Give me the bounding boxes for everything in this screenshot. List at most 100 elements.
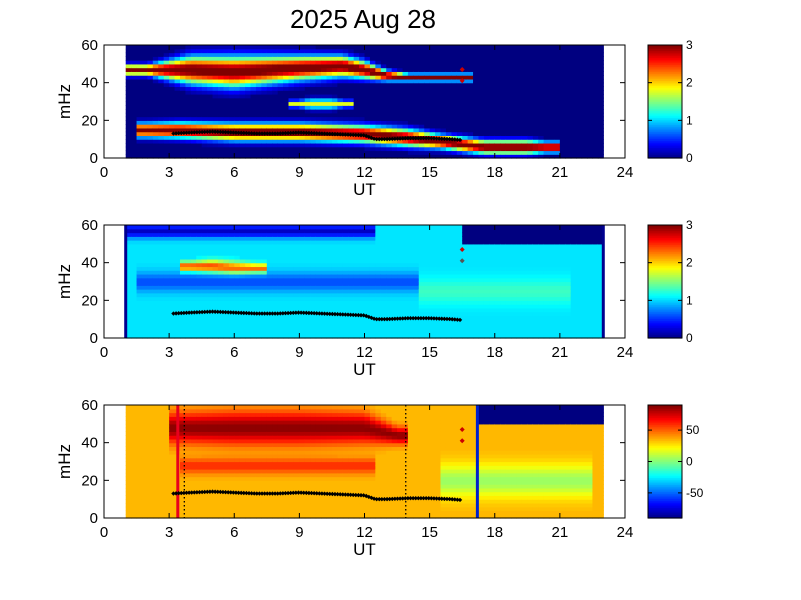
- heat-cell: [364, 146, 371, 152]
- heat-cell: [315, 315, 322, 320]
- heat-cell: [342, 247, 349, 252]
- heat-cell: [196, 296, 203, 301]
- heat-cell: [494, 262, 501, 268]
- heat-cell: [196, 48, 203, 54]
- heat-cell: [359, 135, 366, 140]
- heat-cell: [435, 236, 442, 241]
- heat-cell: [364, 101, 371, 106]
- heat-cell: [559, 86, 566, 91]
- heat-cell: [483, 296, 490, 301]
- heat-cell: [245, 45, 252, 50]
- heat-cell: [223, 90, 230, 95]
- heat-cell: [299, 228, 306, 234]
- heat-cell: [136, 93, 143, 99]
- heat-cell: [239, 322, 246, 328]
- heat-cell: [207, 93, 214, 99]
- heat-cell: [348, 277, 355, 283]
- heat-cell: [483, 240, 490, 245]
- heat-cell: [505, 60, 512, 65]
- heat-cell: [190, 146, 197, 152]
- heat-cell: [174, 240, 181, 245]
- heat-cell: [337, 97, 344, 103]
- heat-cell: [348, 116, 355, 121]
- heat-cell: [201, 319, 208, 324]
- heat-cell: [141, 139, 149, 144]
- heat-cell: [483, 289, 490, 294]
- heat-cell: [141, 105, 149, 110]
- heat-cell: [185, 45, 192, 50]
- heat-cell: [179, 109, 187, 114]
- heat-cell: [185, 330, 192, 335]
- heat-cell: [250, 255, 257, 260]
- heat-cell: [337, 251, 344, 256]
- heat-cell: [570, 82, 577, 88]
- heat-cell: [179, 236, 187, 241]
- heat-cell: [473, 131, 480, 136]
- heat-cell: [440, 93, 447, 99]
- heat-cell: [147, 277, 154, 283]
- heat-cell: [239, 60, 246, 65]
- heat-cell: [131, 48, 138, 54]
- heat-cell: [478, 67, 485, 72]
- heat-cell: [375, 307, 382, 313]
- heat-cell: [299, 243, 306, 249]
- heat-cell: [445, 150, 452, 155]
- heat-cell: [245, 97, 252, 103]
- heat-cell: [196, 124, 203, 129]
- heat-cell: [554, 146, 561, 152]
- heat-cell: [407, 105, 414, 110]
- heat-cell: [158, 90, 165, 95]
- heat-cell: [521, 109, 528, 114]
- heat-cell: [451, 292, 458, 298]
- heat-cell: [462, 311, 469, 316]
- heat-cell: [559, 82, 566, 88]
- heat-cell: [136, 112, 143, 118]
- ridge-point: [249, 131, 254, 136]
- heat-cell: [587, 60, 594, 65]
- heat-cell: [342, 93, 349, 99]
- heat-cell: [527, 86, 534, 91]
- heat-cell: [245, 139, 252, 144]
- heat-cell: [462, 60, 469, 65]
- heat-cell: [429, 112, 436, 118]
- heat-cell: [315, 124, 322, 129]
- heat-cell: [597, 45, 604, 50]
- heat-cell: [217, 330, 224, 335]
- heat-cell: [223, 109, 230, 114]
- heat-cell: [348, 139, 355, 144]
- heat-cell: [369, 240, 376, 245]
- heat-cell: [310, 127, 317, 133]
- heat-cell: [158, 251, 165, 256]
- heat-cell: [500, 326, 507, 332]
- heat-cell: [169, 97, 176, 103]
- heat-cell: [331, 60, 338, 65]
- colorbar-step: [648, 143, 682, 147]
- heat-cell: [462, 154, 469, 159]
- heat-cell: [190, 258, 197, 264]
- heat-cell: [391, 146, 398, 152]
- heat-cell: [549, 52, 556, 57]
- heat-cell: [169, 71, 176, 76]
- heat-cell: [266, 243, 273, 249]
- heat-cell: [359, 109, 366, 114]
- heat-cell: [174, 258, 181, 264]
- heat-cell: [261, 146, 268, 152]
- heat-cell: [141, 326, 149, 332]
- heat-cell: [532, 67, 539, 72]
- heat-cell: [576, 67, 583, 72]
- heat-cell: [169, 251, 176, 256]
- heat-cell: [174, 52, 181, 57]
- heat-cell: [163, 60, 170, 65]
- heat-cell: [380, 289, 387, 294]
- heat-cell: [445, 116, 452, 121]
- heat-cell: [201, 258, 208, 264]
- heat-cell: [131, 311, 138, 316]
- ridge-point: [377, 136, 382, 142]
- ridge-point: [439, 136, 444, 141]
- heat-cell: [429, 154, 436, 159]
- heat-cell: [532, 48, 539, 54]
- heat-cell: [331, 93, 338, 99]
- heat-cell: [445, 228, 452, 234]
- heat-cell: [364, 258, 371, 264]
- heat-cell: [397, 120, 404, 125]
